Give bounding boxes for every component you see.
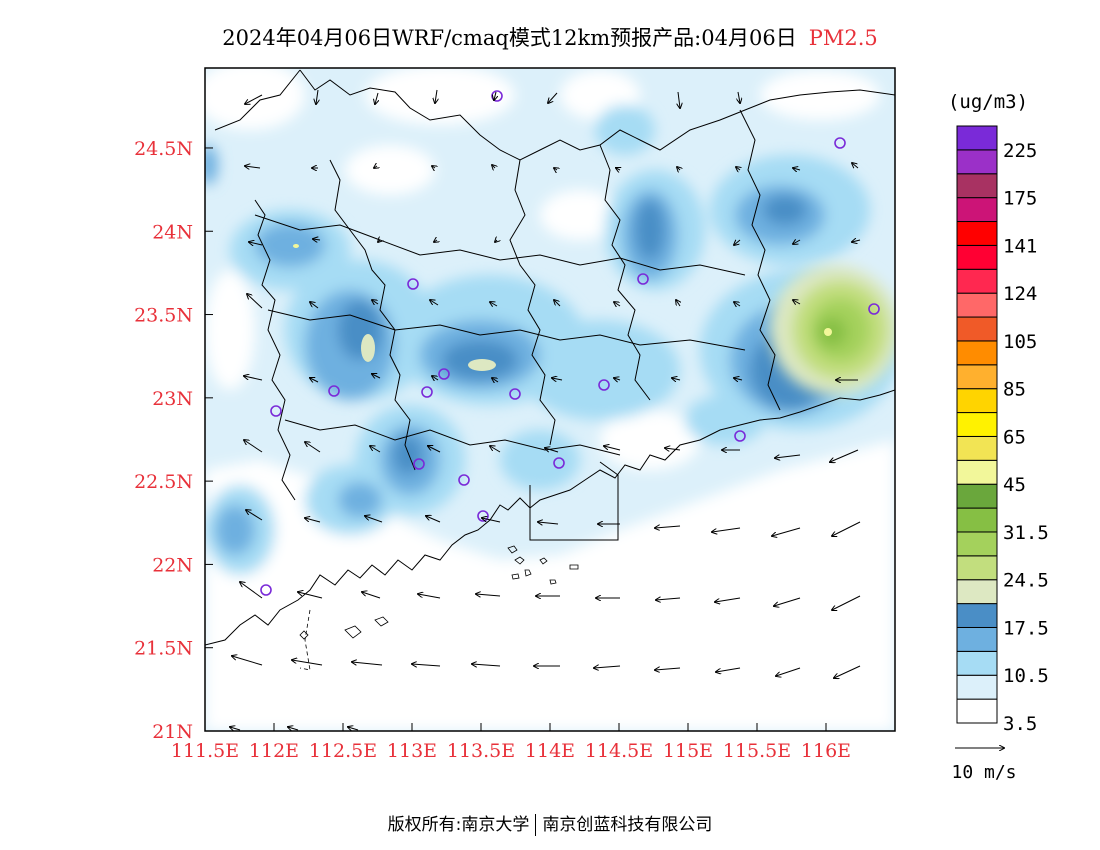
- legend-swatch: [956, 459, 998, 485]
- legend-label: 85: [1003, 379, 1026, 401]
- pm25-concentration-field: [205, 68, 895, 731]
- copyright-footer: 版权所有:南京大学 南京创蓝科技有限公司: [0, 810, 1100, 836]
- legend-swatch: [956, 674, 998, 700]
- offshore-islands: [299, 545, 579, 671]
- lat-tick-label: 24.5N: [134, 138, 193, 160]
- footer-separator: [535, 814, 537, 836]
- legend-swatch: [956, 435, 998, 461]
- legend-swatch: [956, 531, 998, 557]
- map-title: 2024年04月06日WRF/cmaq模式12km预报产品:04月06日 PM2.…: [0, 22, 1100, 52]
- lon-tick-label: 113E: [387, 740, 437, 762]
- lon-tick-label: 114E: [525, 740, 575, 762]
- lat-tick-label: 22N: [152, 554, 193, 576]
- latitude-axis: 24.5N 24N 23.5N 23N 22.5N 22N 21.5N 21N: [134, 138, 213, 743]
- legend-swatch: [956, 698, 998, 724]
- legend-swatch: [956, 555, 998, 581]
- legend-swatch: [956, 149, 998, 175]
- legend-swatch: [956, 292, 998, 318]
- lon-tick-label: 115.5E: [723, 740, 791, 762]
- legend-label: 141: [1003, 235, 1037, 257]
- legend-swatch: [956, 626, 998, 652]
- legend-swatch: [956, 340, 998, 366]
- legend-swatch: [956, 221, 998, 246]
- lon-tick-label: 114.5E: [585, 740, 653, 762]
- legend-swatch: [956, 507, 998, 533]
- legend-label: 24.5: [1003, 570, 1049, 592]
- legend-unit: (ug/m3): [948, 91, 1028, 113]
- legend-swatch: [956, 603, 998, 628]
- legend-swatch: [956, 316, 998, 342]
- lat-tick-label: 22.5N: [134, 471, 193, 493]
- copyright-right: 南京创蓝科技有限公司: [542, 815, 713, 835]
- legend-swatch: [956, 197, 998, 223]
- legend-swatch: [956, 244, 998, 270]
- lon-tick-label: 115E: [663, 740, 713, 762]
- boundary-lines: [205, 69, 895, 646]
- legend-label: 10.5: [1003, 665, 1049, 687]
- legend-label: 45: [1003, 474, 1026, 496]
- legend-labels: 225 175 141 124 105 85 65 45 31.5 24.5 17.5 10.5 3.5: [1003, 140, 1049, 735]
- legend-label: 225: [1003, 140, 1037, 162]
- legend-label: 3.5: [1003, 713, 1037, 735]
- legend-swatch: [956, 412, 998, 437]
- legend-swatch: [956, 173, 998, 199]
- legend-swatch: [956, 125, 998, 151]
- lon-tick-label: 116E: [801, 740, 851, 762]
- longitude-axis: 111.5E 112E 112.5E 113E 113.5E 114E 114.5E 115E…: [171, 723, 851, 762]
- wind-reference-label: 10 m/s: [951, 762, 1016, 783]
- pollutant-label: PM2.5: [808, 26, 878, 50]
- legend-label: 124: [1003, 283, 1037, 305]
- wind-reference: 10 m/s: [951, 748, 1017, 783]
- legend-swatch: [956, 483, 998, 509]
- legend-label: 17.5: [1003, 617, 1049, 639]
- lat-tick-label: 21N: [152, 721, 193, 743]
- legend-swatch: [956, 388, 998, 414]
- lat-tick-label: 21.5N: [134, 638, 193, 660]
- lat-tick-label: 24N: [152, 221, 193, 243]
- legend-label: 65: [1003, 426, 1026, 448]
- legend-label: 31.5: [1003, 522, 1049, 544]
- wind-vectors: [230, 89, 861, 730]
- lon-tick-label: 111.5E: [171, 740, 239, 762]
- lat-tick-label: 23.5N: [134, 305, 193, 327]
- lon-tick-label: 112E: [249, 740, 299, 762]
- lon-tick-label: 113.5E: [447, 740, 515, 762]
- lat-tick-label: 23N: [152, 388, 193, 410]
- lon-tick-label: 112.5E: [309, 740, 377, 762]
- color-legend: [956, 125, 998, 724]
- legend-swatch: [956, 650, 998, 676]
- legend-swatch: [956, 268, 998, 294]
- title-text: 2024年04月06日WRF/cmaq模式12km预报产品:04月06日: [222, 26, 797, 50]
- legend-swatch: [956, 579, 998, 605]
- legend-label: 175: [1003, 188, 1037, 210]
- copyright-left: 版权所有:南京大学: [387, 815, 530, 835]
- monitoring-stations: [260, 90, 880, 596]
- legend-swatch: [956, 364, 998, 390]
- legend-label: 105: [1003, 331, 1037, 353]
